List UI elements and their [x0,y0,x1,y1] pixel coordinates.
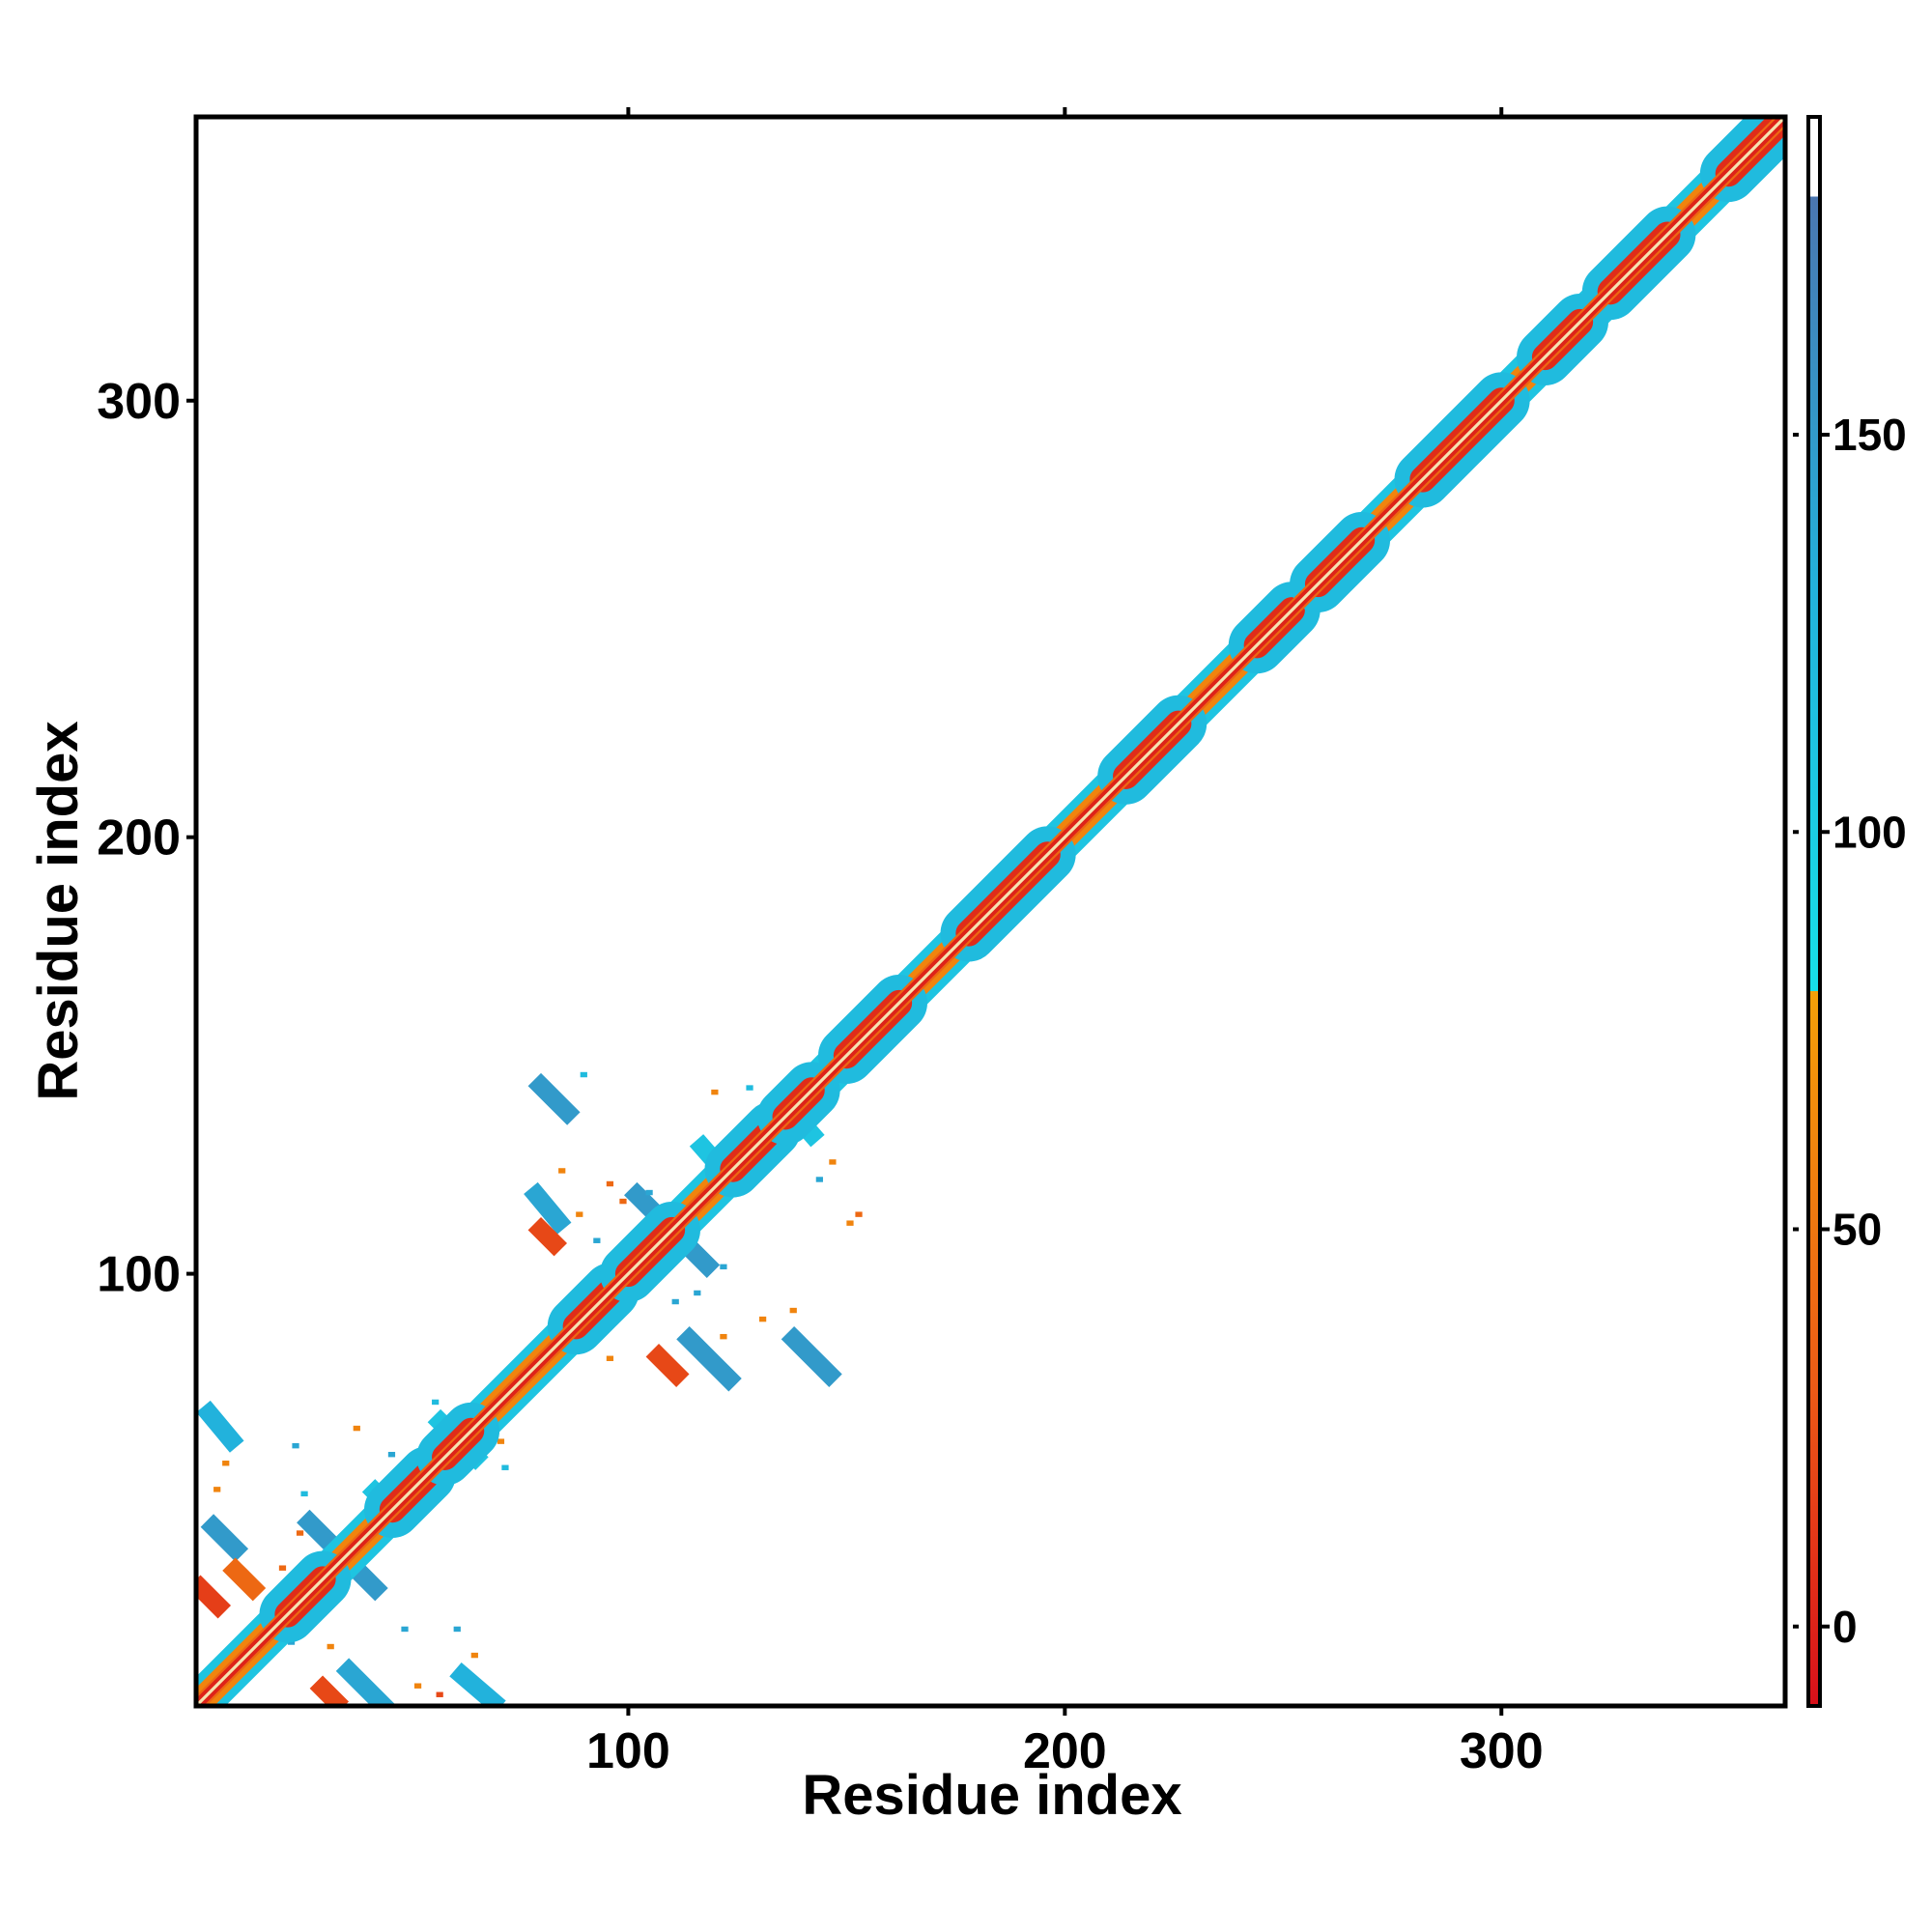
x-axis-title: Residue index [802,1764,1181,1827]
contact-cell [278,1565,287,1571]
contact-cell [855,1211,863,1217]
contact-cell [497,1438,505,1444]
contact-streak [527,1072,581,1125]
contact-cell [711,1089,719,1095]
contact-cell [619,1198,627,1205]
x-tick-label: 100 [586,1723,670,1779]
colorbar-tick-label: 150 [1833,410,1907,460]
colorbar: 0 50 100 150 [1793,115,1907,1708]
contact-cell [694,1290,701,1296]
contact-cell [606,1180,614,1187]
contact-cell [222,1461,230,1466]
contact-cell [758,1316,767,1322]
contact-cell [720,1333,727,1340]
contact-cell [593,1237,601,1243]
y-tick-label: 100 [97,1247,181,1303]
contact-streak [200,1514,249,1562]
contact-cell [432,1399,440,1406]
contact-streak [676,1325,742,1392]
contact-cell [453,1626,461,1633]
contact-cell [606,1355,614,1361]
contact-cell [353,1425,360,1432]
contact-cell [213,1487,221,1492]
contact-streak [196,1575,232,1619]
contact-cell [671,1298,679,1305]
contact-cell [327,1643,334,1650]
colorbar-tick-label: 50 [1833,1205,1882,1255]
contact-cell [829,1159,837,1165]
colorbar-tick-label: 0 [1833,1602,1858,1652]
y-axis-title: Residue index [27,721,90,1100]
plot-frame [193,114,1788,1709]
contact-cell [580,1071,587,1078]
colorbar-fill [1808,117,1820,1706]
contact-cell [746,1085,753,1091]
x-tick-label: 300 [1460,1723,1544,1779]
contact-streak [781,1325,842,1387]
contact-streak [335,1658,397,1706]
contact-cell [387,1451,396,1458]
contact-cell [789,1307,797,1314]
contact-streak [524,1181,572,1235]
contact-cell [815,1177,823,1182]
contact-cell [413,1683,422,1689]
colorbar-tick-label: 100 [1833,807,1907,857]
y-tick-label: 300 [97,374,181,430]
x-axis: 100 200 300 [586,107,1544,1779]
y-axis: 100 200 300 [97,374,196,1303]
contact-cell [296,1530,304,1536]
contact-streak [527,1216,567,1257]
contact-streak [222,1557,267,1602]
colorbar-frame [1806,115,1822,1708]
contact-cell [470,1652,478,1659]
contact-streak [196,1400,244,1453]
contact-streak [645,1344,690,1387]
contact-cell [846,1220,854,1226]
contact-streak [309,1675,350,1706]
contact-cell [401,1626,409,1633]
contact-cell [436,1691,443,1697]
y-tick-label: 200 [97,810,181,867]
contact-cell [576,1211,583,1217]
colorbar-ticks: 0 50 100 150 [1793,410,1907,1652]
heatmap-area [196,117,1785,1706]
diagonal-center-line [196,117,1785,1706]
diagonal-band [196,117,1785,1706]
contact-streak [449,1662,506,1706]
x-tick-label: 200 [1023,1723,1107,1779]
contact-cell [720,1264,727,1270]
contact-cell [292,1442,299,1449]
contact-cell [645,1189,653,1196]
contact-cell [558,1168,566,1174]
contact-cell [300,1491,308,1497]
contact-cell [501,1464,509,1470]
